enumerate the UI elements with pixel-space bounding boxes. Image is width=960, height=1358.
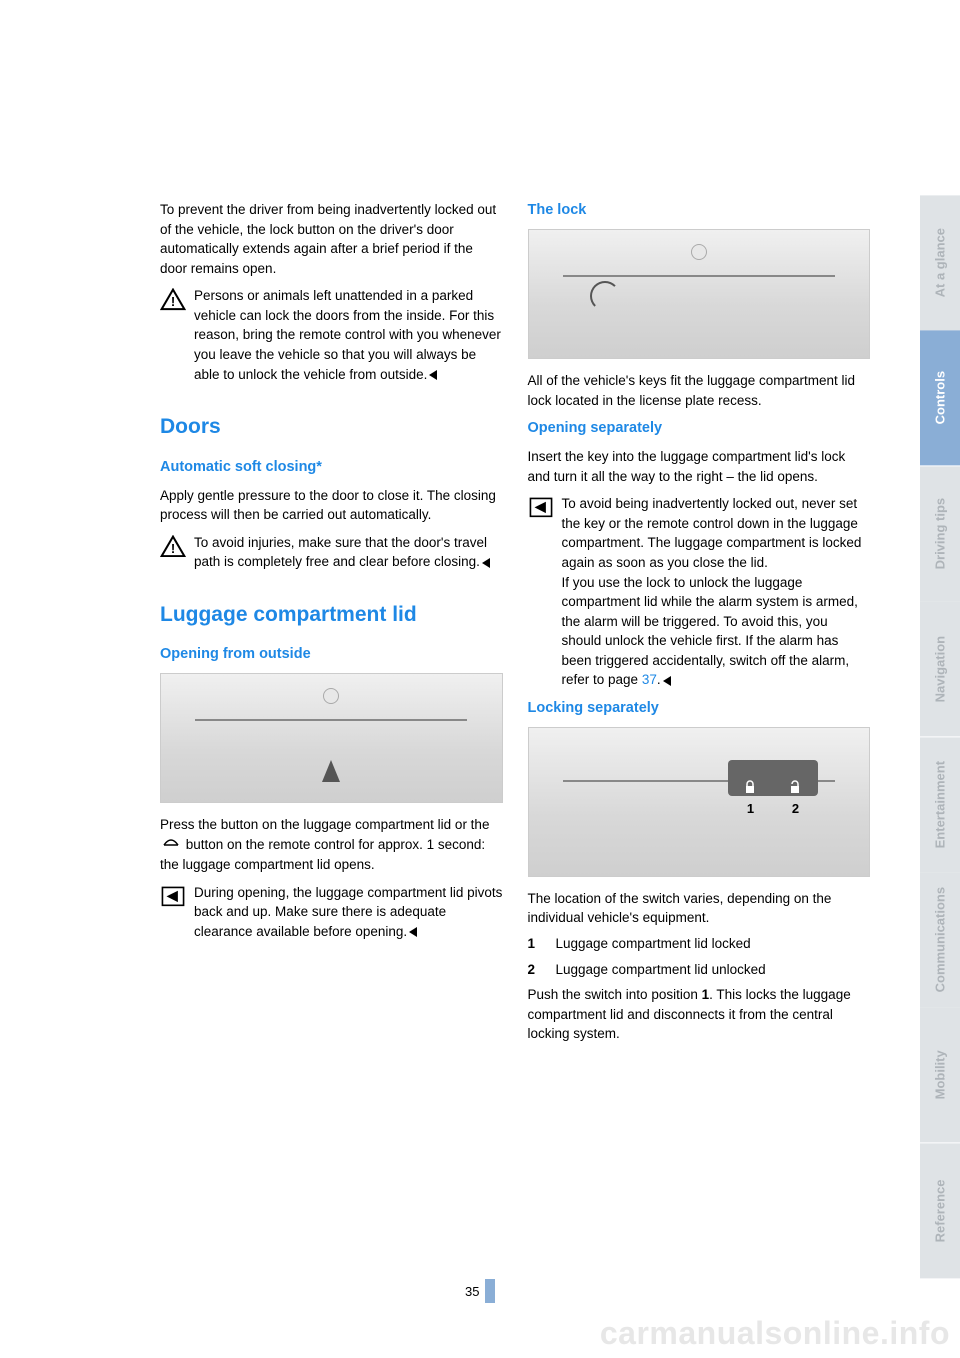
section-tabs: At a glance Controls Driving tips Naviga…: [920, 0, 960, 1358]
switch-position-list: 1Luggage compartment lid locked 2Luggage…: [528, 934, 871, 979]
luggage-heading: Luggage compartment lid: [160, 600, 503, 630]
warning-note-2: ! To avoid injuries, make sure that the …: [160, 533, 503, 572]
locking-separately-heading: Locking separately: [528, 698, 871, 719]
page-number-bar: [485, 1279, 495, 1303]
tab-at-a-glance[interactable]: At a glance: [920, 195, 960, 330]
tab-navigation[interactable]: Navigation: [920, 601, 960, 736]
figure-opening-outside: [160, 673, 503, 803]
info-icon: [528, 496, 554, 520]
info-note-1: During opening, the luggage compartment …: [160, 883, 503, 942]
lock-open-icon: [789, 780, 801, 794]
switch-labels: 12: [728, 800, 818, 819]
page-ref-link[interactable]: 37: [642, 672, 657, 687]
arrow-up-icon: [322, 760, 340, 782]
auto-soft-closing-heading: Automatic soft closing*: [160, 457, 503, 478]
page-number: 35: [465, 1279, 495, 1303]
watermark: carmanualsonline.info: [600, 1315, 950, 1352]
warning-icon: !: [160, 535, 186, 559]
left-column: To prevent the driver from being inadver…: [160, 200, 503, 1308]
end-marker-icon: [482, 558, 490, 568]
warning-icon: !: [160, 288, 186, 312]
tab-mobility[interactable]: Mobility: [920, 1007, 960, 1142]
bmw-badge-icon: [323, 688, 339, 704]
info-text-1: During opening, the luggage compartment …: [194, 883, 503, 942]
switch-graphic: [728, 760, 818, 796]
figure-locking-separately: 12: [528, 727, 871, 877]
locking-separately-paragraph: The location of the switch varies, depen…: [528, 889, 871, 928]
info-icon: [160, 885, 186, 909]
right-column: The lock All of the vehicle's keys fit t…: [528, 200, 871, 1308]
figure-the-lock: [528, 229, 871, 359]
trunk-button-icon: [162, 835, 180, 855]
opening-separately-heading: Opening separately: [528, 418, 871, 439]
the-lock-paragraph: All of the vehicle's keys fit the luggag…: [528, 371, 871, 410]
opening-separately-paragraph: Insert the key into the luggage compartm…: [528, 447, 871, 486]
lock-closed-icon: [744, 780, 756, 794]
info-text-2: To avoid being inadvertently locked out,…: [562, 494, 871, 690]
arrow-curve-icon: [590, 281, 620, 311]
end-marker-icon: [663, 676, 671, 686]
svg-text:!: !: [171, 294, 175, 309]
warning-text-1: Persons or animals left unattended in a …: [194, 286, 503, 384]
the-lock-heading: The lock: [528, 200, 871, 221]
tab-driving-tips[interactable]: Driving tips: [920, 466, 960, 601]
end-marker-icon: [429, 370, 437, 380]
tab-entertainment[interactable]: Entertainment: [920, 737, 960, 872]
svg-text:!: !: [171, 541, 175, 556]
warning-text-2: To avoid injuries, make sure that the do…: [194, 533, 503, 572]
list-item: 2Luggage compartment lid unlocked: [528, 960, 871, 980]
list-item: 1Luggage compartment lid locked: [528, 934, 871, 954]
content-area: To prevent the driver from being inadver…: [0, 0, 920, 1358]
warning-note-1: ! Persons or animals left unattended in …: [160, 286, 503, 384]
info-note-2: To avoid being inadvertently locked out,…: [528, 494, 871, 690]
intro-paragraph: To prevent the driver from being inadver…: [160, 200, 503, 278]
locking-separately-paragraph-2: Push the switch into position 1. This lo…: [528, 985, 871, 1044]
opening-outside-paragraph: Press the button on the luggage compartm…: [160, 815, 503, 874]
tab-reference[interactable]: Reference: [920, 1143, 960, 1278]
page-container: To prevent the driver from being inadver…: [0, 0, 960, 1358]
bmw-badge-icon: [691, 244, 707, 260]
end-marker-icon: [409, 927, 417, 937]
opening-outside-heading: Opening from outside: [160, 644, 503, 665]
doors-heading: Doors: [160, 412, 503, 442]
auto-soft-closing-paragraph: Apply gentle pressure to the door to clo…: [160, 486, 503, 525]
tab-controls[interactable]: Controls: [920, 330, 960, 465]
tab-communications[interactable]: Communications: [920, 872, 960, 1007]
